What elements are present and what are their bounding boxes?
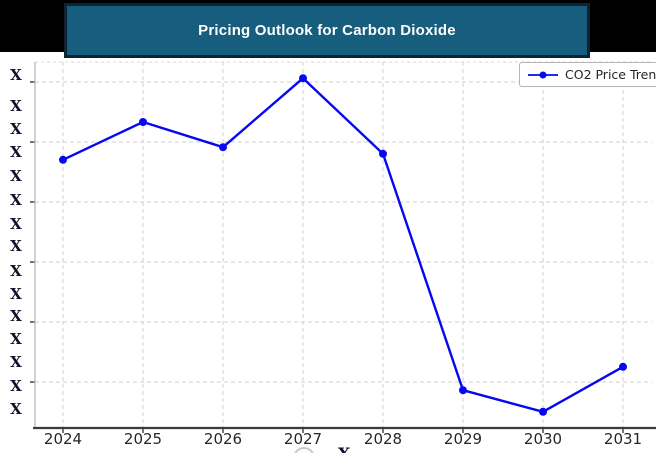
- data-point-marker: [59, 155, 67, 164]
- y-tick-label: X: [10, 285, 22, 303]
- y-tick-label: X: [10, 377, 22, 395]
- x-tick-label: 2029: [443, 430, 483, 448]
- x-tick-label: 2028: [363, 430, 403, 448]
- x-tick-label: 2024: [43, 430, 83, 448]
- price-trend-line: [62, 76, 624, 413]
- y-tick-label: X: [10, 97, 22, 115]
- y-tick-label: X: [10, 237, 22, 255]
- data-point-marker: [459, 386, 467, 395]
- x-tick-label: 2027: [283, 430, 323, 448]
- y-tick-label: X: [10, 353, 22, 371]
- x-tick-label: 2030: [523, 430, 563, 448]
- legend-label: CO2 Price Trend: [565, 67, 656, 82]
- chart-title-banner: Pricing Outlook for Carbon Dioxide: [64, 3, 590, 58]
- y-tick-label: X: [10, 167, 22, 185]
- y-tick-label: X: [10, 215, 22, 233]
- data-point-marker: [619, 362, 627, 371]
- data-point-marker: [139, 118, 147, 126]
- legend-line-marker-icon: [528, 71, 558, 78]
- chart-title: Pricing Outlook for Carbon Dioxide: [198, 22, 456, 39]
- y-tick-label: X: [10, 120, 22, 138]
- y-tick-label: X: [10, 191, 22, 209]
- data-point-marker: [219, 143, 227, 152]
- data-point-marker: [539, 407, 547, 416]
- y-tick-label: X: [10, 307, 22, 325]
- x-tick-label: 2026: [203, 430, 243, 448]
- y-tick-label: X: [10, 400, 22, 418]
- y-tick-label: X: [10, 330, 22, 348]
- x-axis-title-partial: X: [338, 444, 350, 453]
- x-tick-label: 2031: [603, 430, 643, 448]
- data-point-marker: [299, 74, 307, 83]
- data-point-marker: [379, 149, 387, 158]
- y-tick-label: X: [10, 66, 22, 84]
- x-tick-label: 2025: [123, 430, 163, 448]
- y-tick-label: X: [10, 262, 22, 280]
- legend: CO2 Price Trend: [519, 62, 656, 87]
- y-tick-label: X: [10, 143, 22, 161]
